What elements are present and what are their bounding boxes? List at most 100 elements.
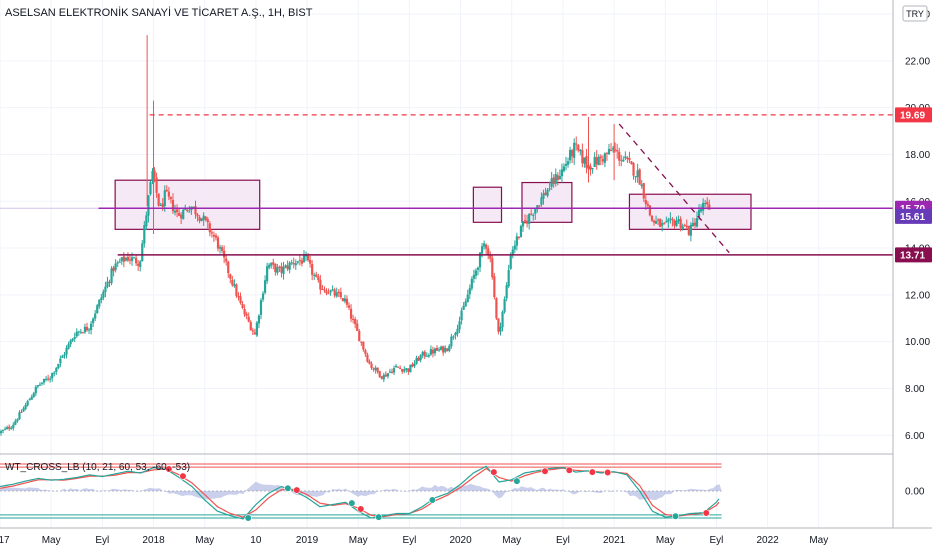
zone-rectangle[interactable] [114,179,261,230]
candle-body [237,295,240,298]
candle-body [509,255,512,269]
candle-body [57,363,60,369]
candle-body [239,296,242,304]
candle-body [399,368,402,370]
candle-body [317,276,320,281]
candle-body [135,257,138,264]
candle-body [558,176,561,180]
price-badge-bg [895,247,932,263]
candle-body [345,298,349,305]
candle-body [206,219,209,223]
candle-body [294,263,297,266]
candle-body [476,267,480,270]
candle-body [75,331,78,337]
candle-body [49,378,52,380]
cross-dot [244,514,252,522]
candle-body [458,321,461,330]
candle-body [153,170,156,178]
candle-body [630,161,633,165]
candle-body [227,261,230,274]
candle-body [63,354,66,356]
candle-body [448,345,451,351]
candle-body [175,209,179,213]
candle-body [593,156,596,168]
time-tick-label: May [502,535,521,546]
time-tick-label: 10 [250,535,262,546]
candle-body [1,429,5,431]
candle-body [665,221,668,223]
candle-body [198,217,201,221]
zone-rectangle[interactable] [472,186,503,223]
candle-body [220,247,224,251]
candle-body [323,289,326,291]
candle-body [614,149,617,151]
currency-button[interactable]: TRY [902,5,928,22]
candle-body [554,174,557,184]
candle-body [503,299,506,312]
candle-body [390,371,394,373]
candle-body [274,263,277,272]
time-axis[interactable]: 17 May Eyl 2018 May 10 2019 May Eyl 2020 May Eyl 202… [0,535,828,546]
time-tick-label: May [349,535,368,546]
candle-body [534,208,537,214]
candle-body [607,148,611,155]
candle-body [296,261,299,263]
candle-body [28,399,31,401]
zone-rectangle[interactable] [521,181,573,223]
candle-body [4,428,7,430]
candle-body [374,367,377,371]
candle-body [110,268,113,284]
candle-body [429,349,432,355]
time-tick-label: 2022 [756,535,779,546]
candle-body [648,205,652,216]
candle-body [511,249,514,255]
candle-body [681,226,684,229]
candle-body [540,197,543,205]
candle-body [36,385,39,387]
candle-body [210,232,213,234]
cross-dot [490,468,498,476]
candle-body [358,330,361,342]
candle-body [577,144,580,151]
candle-body [327,293,330,295]
candle-body [85,326,89,331]
candle-body [292,262,295,265]
time-tick-label: May [656,535,675,546]
candle-body [403,369,406,372]
candle-body [352,318,355,320]
candle-body [92,318,95,324]
candle-body [321,288,324,290]
candle-body [650,215,654,221]
rectangle-zones[interactable] [114,179,752,230]
candle-body [241,303,244,308]
horizontal-lines[interactable] [0,114,893,256]
candle-body [73,337,76,339]
candle-body [573,142,576,158]
candle-body [214,235,218,238]
cross-dot [541,467,549,475]
candle-body [171,199,175,212]
time-tick-label: Eyl [556,535,570,546]
zone-rectangle[interactable] [628,193,752,230]
candle-body [141,243,144,262]
candle-body [233,284,236,286]
candle-body [12,424,15,429]
candle-body [102,291,105,298]
time-tick-label: May [195,535,214,546]
candle-body [59,358,62,364]
candle-body [415,357,418,364]
time-tick-label: Eyl [402,535,416,546]
candle-body [290,262,293,264]
candle-body [677,219,680,222]
candle-body [120,257,123,262]
candle-body [139,261,142,267]
candle-body [122,256,125,262]
candle-body [341,298,344,301]
candle-body [392,368,396,373]
candle-body [431,349,435,354]
candle-body [245,313,248,316]
candle-body [149,182,152,195]
